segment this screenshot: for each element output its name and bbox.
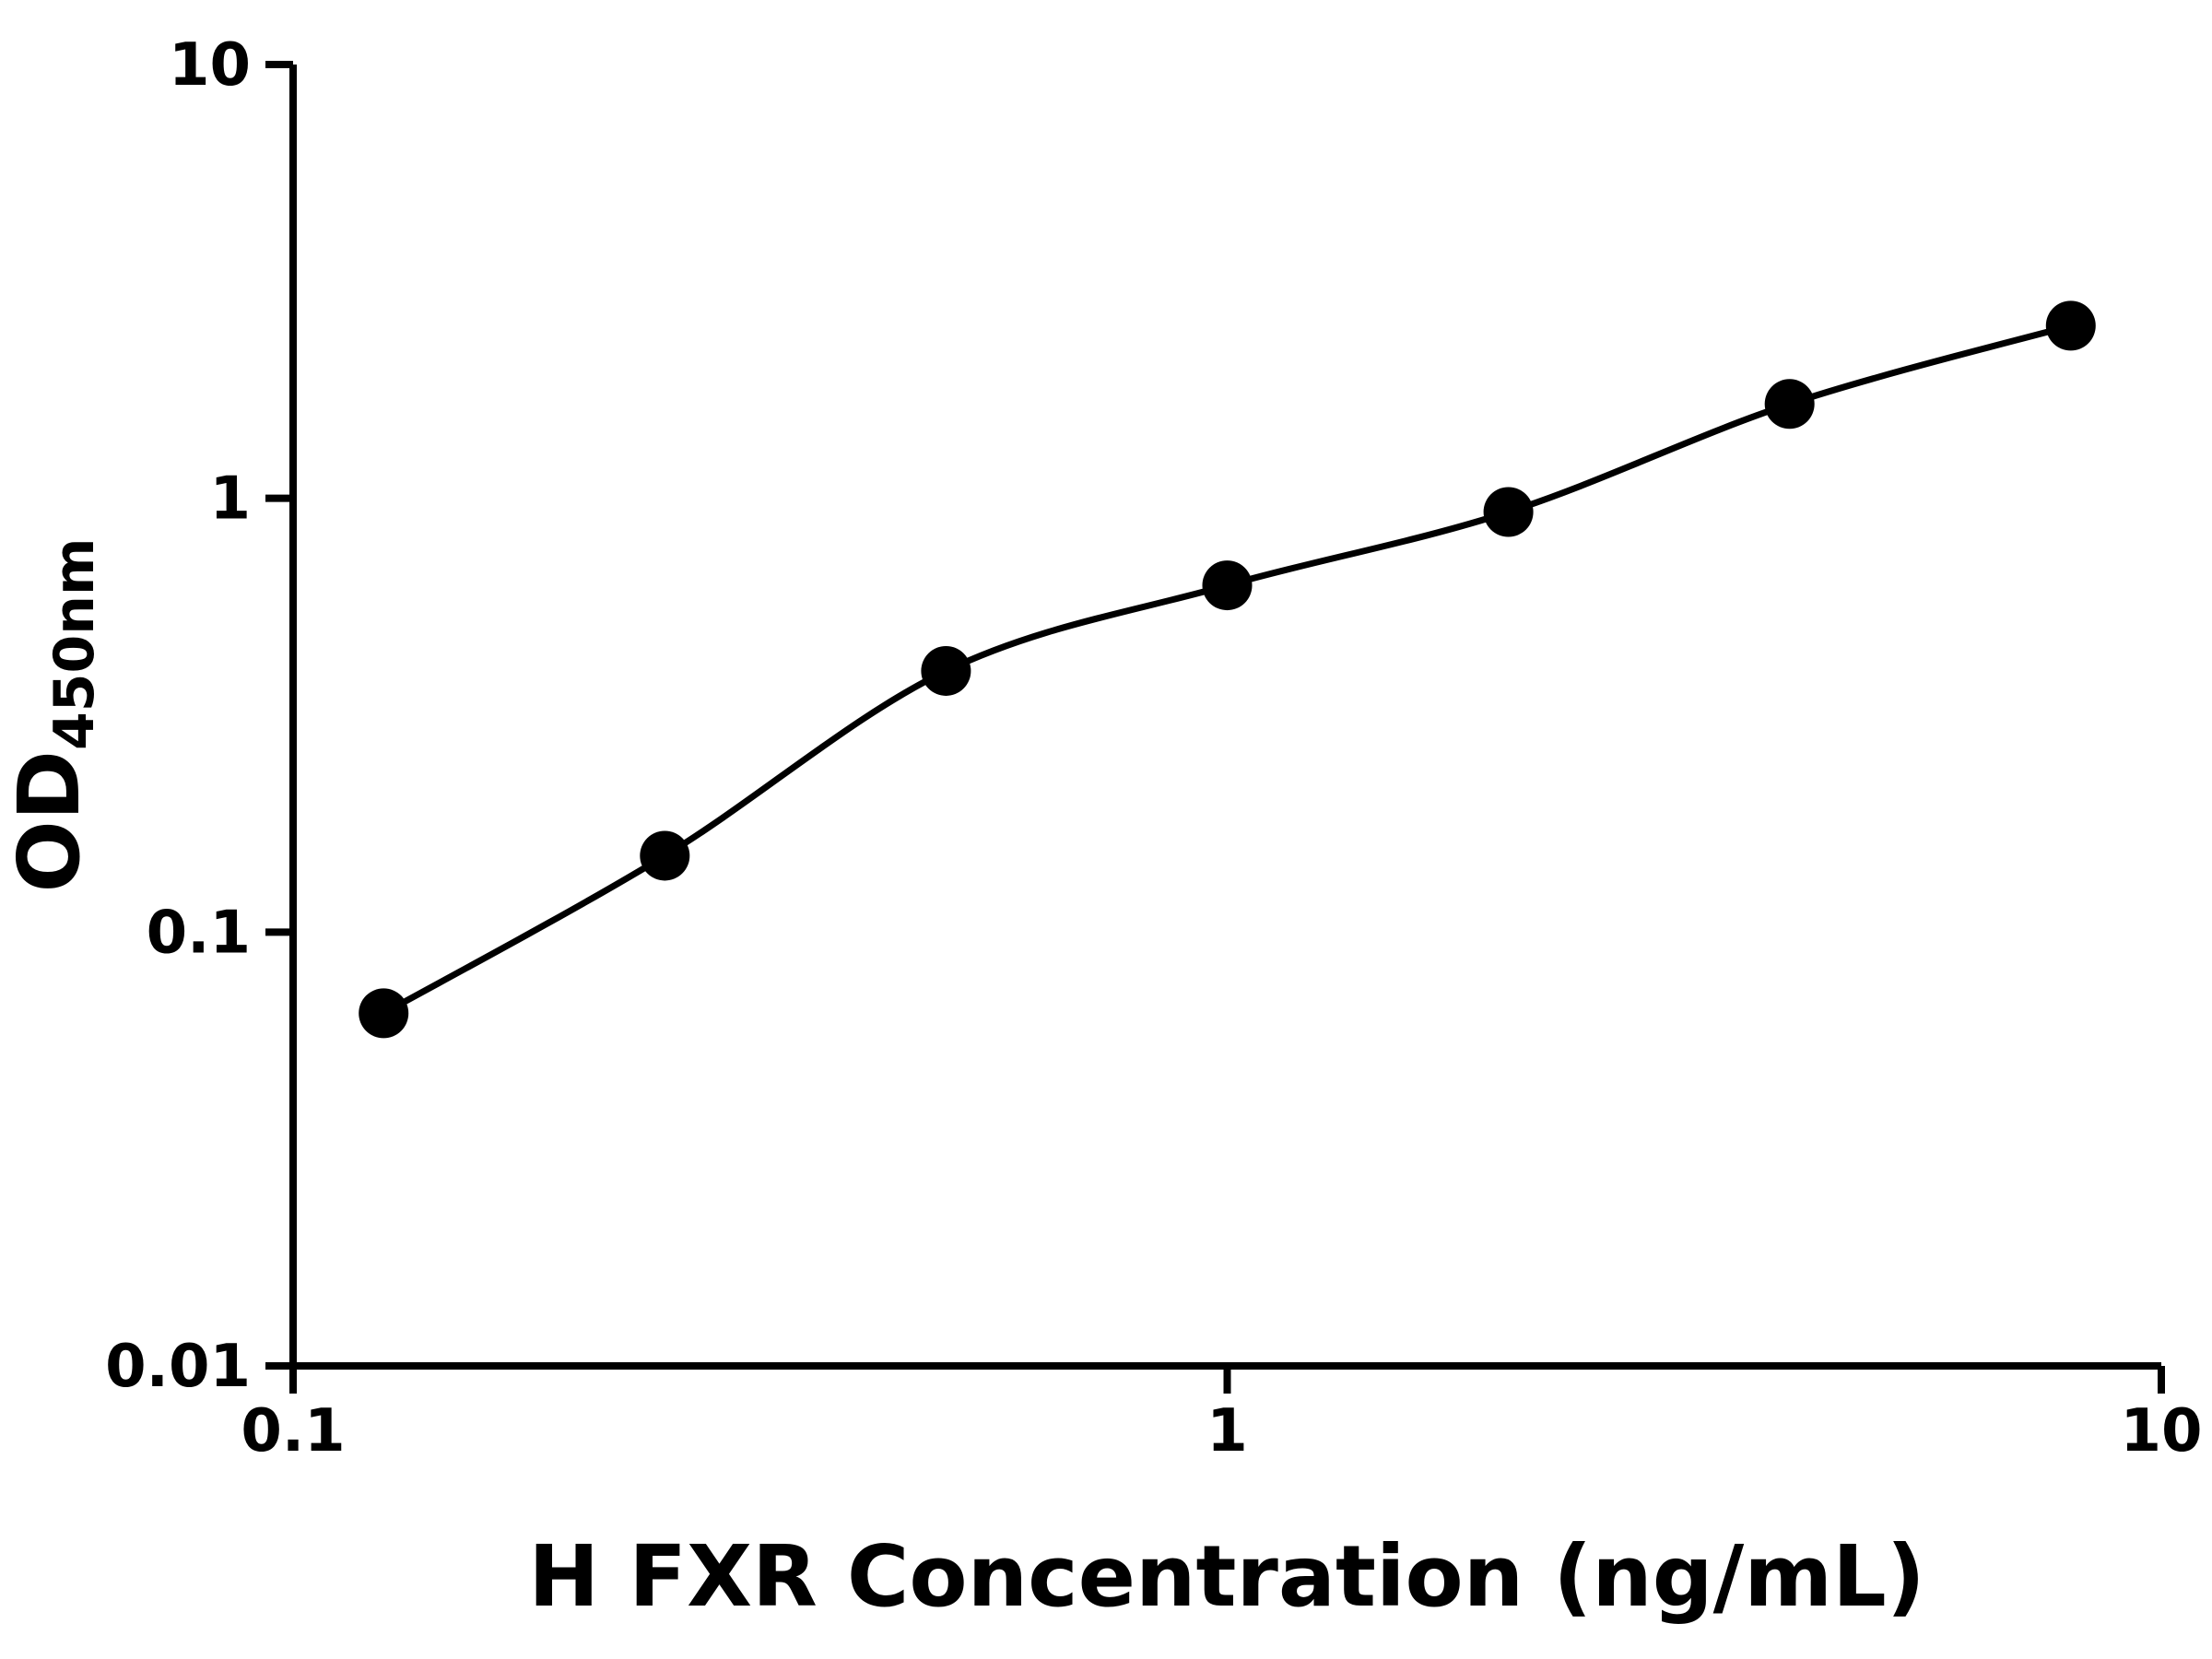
data-point [359,988,409,1039]
data-point [921,645,971,696]
x-tick-label: 1 [1206,1397,1248,1465]
y-tick-label: 10 [169,31,251,100]
x-tick-label: 0.1 [241,1397,345,1465]
y-axis-title-sub: 450nm [42,537,107,749]
fit-curve [382,322,2072,1017]
data-point [1202,560,1253,611]
y-tick-label: 1 [209,465,251,534]
data-point [1764,379,1815,429]
x-tick-label: 10 [2120,1397,2202,1465]
data-point [640,830,690,881]
y-tick-label: 0.01 [105,1333,251,1401]
data-point [1483,487,1534,537]
y-tick-label: 0.1 [147,899,251,967]
data-point [2045,300,2096,351]
x-axis-title: H FXR Concentration (ng/mL) [528,1527,1925,1626]
y-axis-title-main: OD [0,750,99,893]
y-axis-title: OD450nm [0,537,107,892]
